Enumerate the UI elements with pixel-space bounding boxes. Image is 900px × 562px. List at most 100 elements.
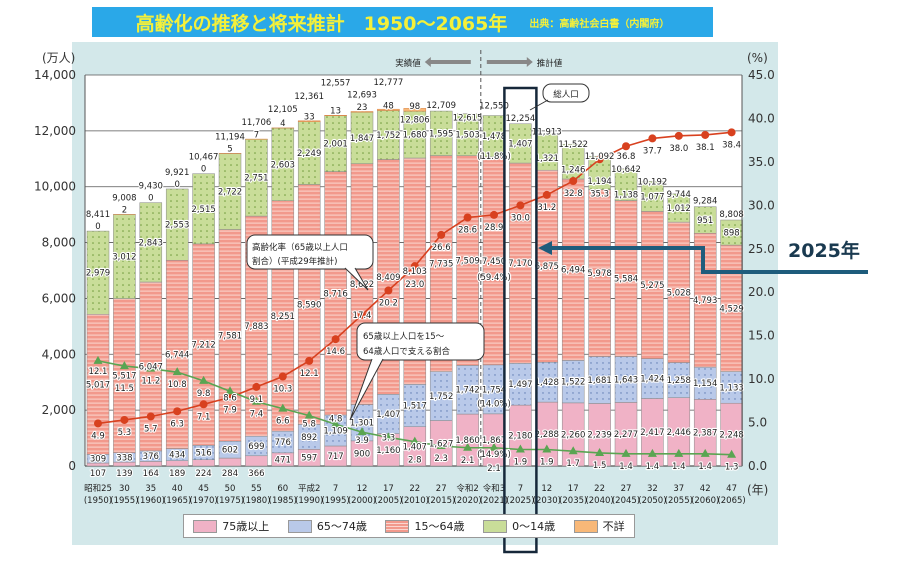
aging-rate-label: 38.4 [722,140,741,150]
x-tick-year: (2000) [348,496,376,506]
x-tick-year: (2065) [717,496,745,506]
bar-segment-0-14 [86,230,110,315]
x-tick-label: 17 [383,484,394,494]
bar-segment-0-14-label: 1,847 [350,134,374,144]
aging-rate-point [384,286,393,295]
bar-segment-75plus-label: 366 [248,469,264,479]
support-ratio-point [595,447,605,456]
bar-segment-15-64-label: 8,103 [403,267,427,277]
aging-rate-point [120,415,129,424]
arrow-head-icon [538,241,552,255]
bar-segment-unknown-label: 33 [304,113,315,123]
support-ratio-point [357,427,367,436]
bar-segment-15-64-label: 8,590 [297,300,321,310]
x-tick-label: 令和2 [456,483,478,494]
bar-segment-15-64-label: 7,735 [429,260,453,270]
bar-segment-0-14-label: 2,843 [139,238,163,248]
bar-segment-65-74-label: 1,522 [561,378,585,388]
bar-segment-unknown-label: 23 [357,103,368,113]
bar-segment-0-14-label: 2,001 [323,140,347,150]
total-label: 10,192 [638,177,668,187]
support-ratio-label: 1.4 [698,462,712,472]
bar-segment-0-14-label: 2,249 [297,149,321,159]
aging-rate-label: 6.3 [170,419,184,429]
x-tick-label: 27 [621,484,632,494]
x-tick-year: (1955) [110,496,138,506]
x-tick-label: 平成2 [298,483,320,494]
y-tick-label: 10,000 [34,180,76,194]
bar-segment-15-64-label: 7,170 [508,259,532,269]
aging-rate-point [463,213,472,222]
support-ratio-label: 8.6 [223,393,237,403]
x-tick-label: 12 [541,484,552,494]
support-ratio-point [304,410,314,419]
bar-segment-75plus-label: 2,288 [535,430,559,440]
bar-segment-65-74-label: 1,497 [508,380,532,390]
bar-segment-75plus-label: 2,387 [693,429,717,439]
aging-rate-label: 4.9 [91,431,105,441]
aging-rate-label: 30.0 [511,213,530,223]
bar-segment-75plus-label: 2,417 [640,428,664,438]
bar-segment-75plus-label: 2,446 [667,428,691,438]
total-label: 12,361 [294,92,324,102]
y-right-tick-label: 15.0 [748,329,775,343]
y-right-tick-label: 30.0 [748,198,775,212]
aging-rate-label: 10.3 [273,385,292,395]
aging-rate-point [94,419,102,428]
x-tick-label: 35 [145,484,156,494]
support-ratio-point [331,419,341,428]
bar-segment-0-14 [720,219,743,246]
x-tick-label: 47 [726,484,737,494]
y-tick-label: 12,000 [34,124,76,138]
bar-segment-75plus-label: 1,160 [376,446,400,456]
aging-rate-point [437,230,446,239]
bar-segment-65-74-label: 699 [248,442,264,452]
total-label: 12,557 [321,78,351,88]
y-tick-label: 0 [68,459,76,473]
bar-segment-0-14-label: 2,722 [218,188,242,198]
x-tick-year: (2055) [665,496,693,506]
bar-segment-65-74-label: 1,258 [667,376,691,386]
aging-rate-callout-line2: 割合）(平成29年推計) [252,256,337,267]
x-tick-label: 55 [251,484,262,494]
y-right-tick-label: 0.0 [748,459,767,473]
y-right-axis-label: (%) [747,51,768,65]
bar-segment-0-14 [667,193,691,223]
bar-segment-15-64-label: 5,028 [667,288,691,298]
support-ratio-label: 1.9 [540,457,554,467]
aging-rate-point [595,155,604,164]
support-ratio-label: 3.9 [355,436,369,446]
support-ratio-point [146,363,156,372]
bar-segment-75plus-label: 2,239 [587,431,611,441]
x-tick-label: 37 [673,484,684,494]
bar-segment-unknown-label: 98 [409,102,420,112]
bar-segment-0-14 [509,123,532,164]
aging-rate-point [252,382,261,391]
aging-rate-label: 35.3 [590,189,609,199]
x-tick-label: 17 [568,484,579,494]
bar-segment-0-14 [165,188,189,261]
bar-segment-75plus [165,460,189,467]
aging-rate-label: 36.8 [617,152,636,162]
legend-item-0-14: 0〜14歳 [483,518,555,534]
bar-segment-unknown-label: 2 [122,205,127,215]
bar-segment-0-14-label: 898 [723,229,739,239]
aging-rate-point [569,177,578,186]
bar-segment-75plus-label: 164 [143,469,159,479]
total-label: 12,105 [268,105,298,115]
bar-segment-0-14-label: 3,012 [112,253,136,263]
x-tick-label: 30 [119,484,130,494]
support-ratio-label: 6.6 [276,417,290,427]
bar-segment-unknown-label: 0 [174,180,179,190]
support-ratio-label: 11.5 [115,384,134,394]
support-ratio-label: 1.7 [566,459,580,469]
support-ratio-point [93,355,103,364]
aging-rate-label: 12.1 [300,369,319,379]
aging-rate-point [278,372,287,381]
bar-segment-unknown-label: 13 [330,107,341,117]
support-ratio-point [410,436,420,445]
bar-segment-75plus-label: 597 [301,454,317,464]
bar-segment-65-74-label: 1,752 [429,392,453,402]
bar-segment-unknown-label: 0 [201,165,206,175]
bar-segment-15-64-label: 7,450 [482,257,506,267]
